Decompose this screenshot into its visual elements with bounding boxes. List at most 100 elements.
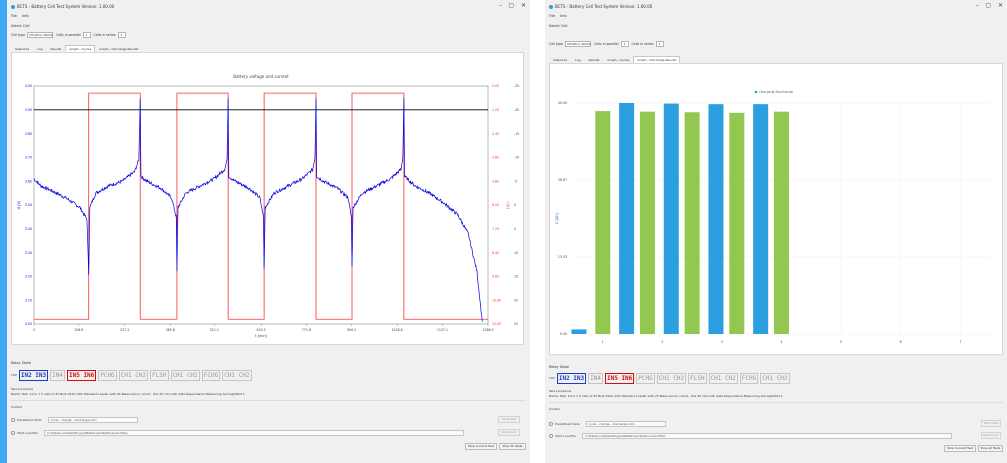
y-left-tick-label: 3.00	[25, 322, 32, 326]
y-left-tick-label: 3.70	[25, 156, 32, 160]
relay-indicator: PCHG	[636, 372, 655, 384]
title-bar: BCTS - Battery Cell Test System Version:…	[7, 0, 530, 14]
cells-parallel-label: Cells in parallel	[594, 42, 619, 46]
cells-series-stepper[interactable]: 1	[117, 32, 126, 38]
tab-bar: Setpoints Log Results Graph - Cycles Graph -…	[11, 45, 142, 52]
y-left-tick-label: 3.90	[25, 108, 32, 112]
charge-bar	[753, 104, 769, 334]
voltage-series-line	[33, 97, 483, 322]
start-cont-button[interactable]: Start Cont.	[981, 432, 1001, 439]
menu-bar: File Info	[11, 14, 33, 20]
cells-series-label: Cells in series	[93, 33, 116, 37]
start-test-button[interactable]: Start Test	[981, 420, 1001, 427]
load-file-row: Start Load file C:\Data\Local\DataEngine…	[549, 432, 953, 439]
stop-current-test-button[interactable]: Stop Current Test	[465, 443, 497, 450]
tab-graph-cycles[interactable]: Graph - Cycles	[65, 45, 96, 52]
tab-log[interactable]: Log	[575, 58, 581, 62]
tab-graph-discharge-results[interactable]: Graph - Discharge Results	[633, 56, 681, 63]
menu-file[interactable]: File	[11, 14, 17, 18]
chart-title: Battery voltage and current	[233, 74, 289, 79]
y-left-tick-label: 3.30	[25, 251, 32, 255]
tab-setpoints[interactable]: Setpoints	[553, 58, 568, 62]
y-tick-label: 26.67	[558, 178, 567, 182]
menu-info[interactable]: Info	[21, 14, 29, 18]
predefined-label: Predefined Tests	[555, 421, 580, 426]
discharge-bar	[729, 112, 745, 334]
discharge-bar	[595, 111, 611, 335]
cells-parallel-stepper[interactable]: 1	[82, 32, 91, 38]
y-axis-label: C [Ah]	[555, 212, 559, 224]
minimize-button[interactable]: –	[499, 2, 502, 9]
tab-results[interactable]: Results	[588, 58, 600, 62]
predefined-radio[interactable]	[11, 417, 15, 422]
relay-indicator: CH1 CH2	[118, 369, 149, 381]
load-file-row: Start Load file C:\Data\Local\DataEngine…	[11, 429, 465, 436]
menu-info[interactable]: Info	[559, 14, 567, 18]
legend-charge-swatch	[754, 90, 758, 94]
y-left-tick-label: 3.50	[25, 203, 32, 207]
y-far-right-tick-label: -20	[514, 108, 519, 112]
stop-all-tests-button[interactable]: Stop All Tests	[978, 445, 1003, 452]
y-right-tick-label: 9.60	[492, 275, 499, 279]
stop-current-test-button[interactable]: Stop Current Test	[944, 445, 976, 452]
window-title: BCTS - Battery Cell Test System Version:…	[555, 4, 653, 9]
stop-all-tests-button[interactable]: Stop All Tests	[499, 443, 526, 450]
relay-indicator: IN4	[50, 369, 65, 381]
app-logo-icon	[11, 5, 15, 9]
x-tick-label: 1286.3	[482, 328, 493, 332]
cell-type-select[interactable]: Ultrafine 40Ah4	[565, 41, 592, 47]
menu-file[interactable]: File	[549, 14, 555, 18]
relay-state-label: Relay State	[549, 365, 569, 369]
cycles-chart: Battery voltage and current 3.00 12.00 25 3.…	[17, 74, 519, 338]
load-file-radio[interactable]	[549, 433, 553, 438]
x-tick-label: 511.1	[210, 328, 219, 332]
window-title: BCTS - Battery Cell Test System Version:…	[17, 4, 115, 9]
predefined-test-select[interactable]: cycle - charge - discharge.lvlm	[47, 416, 138, 423]
charge-bar	[663, 103, 679, 334]
app-logo-icon	[549, 5, 553, 9]
maximize-button[interactable]: ▢	[508, 2, 514, 9]
tab-log[interactable]: Log	[37, 47, 43, 51]
tab-setpoints[interactable]: Setpoints	[15, 47, 30, 51]
legend-charge-label: Charge	[759, 90, 772, 94]
load-file-path-input[interactable]: C:\Data\Local\DataEngine\Batteries\Test\…	[44, 429, 465, 436]
close-button[interactable]: ✕	[997, 2, 1003, 9]
load-file-radio[interactable]	[11, 430, 15, 435]
relay-indicator: CH1 CH2	[170, 369, 200, 381]
start-test-button[interactable]: Start Test	[498, 416, 520, 423]
cycles-chart-panel: Battery voltage and current 3.00 12.00 25 3.…	[11, 52, 524, 345]
load-file-path-input[interactable]: C:\Data\Local\DataEngine\Batteries\Test\…	[582, 432, 953, 439]
relay-indicator: CH1 CH2	[656, 372, 687, 384]
start-cont-button[interactable]: Start Cont.	[498, 429, 520, 436]
y-left-axis-label: U [V]	[17, 200, 21, 209]
accent-strip	[0, 0, 7, 463]
y-far-right-tick-label: -10	[514, 156, 519, 160]
test-procedure-text: Name: Test: 10 in 1 5 cells of 25 Bulk 2…	[11, 392, 245, 396]
select-cell-label: Select Cell	[549, 24, 568, 28]
relay-indicator: IN2 IN3	[18, 369, 49, 381]
predefined-label: Predefined Tests	[17, 417, 42, 422]
maximize-button[interactable]: ▢	[985, 2, 991, 9]
tab-graph-cycles[interactable]: Graph - Cycles	[607, 58, 630, 62]
cells-series-stepper[interactable]: 1	[655, 41, 664, 47]
y-right-tick-label: 6.00	[492, 203, 499, 207]
predefined-radio[interactable]	[549, 421, 553, 426]
control-label: Control	[11, 405, 22, 409]
legend-discharge-swatch	[771, 90, 775, 94]
minimize-button[interactable]: –	[976, 2, 979, 9]
cell-type-label: Cell type	[549, 42, 564, 46]
tab-graph-discharge-results[interactable]: Graph - Discharge Results	[99, 47, 139, 51]
close-button[interactable]: ✕	[520, 2, 526, 9]
cell-type-select[interactable]: Ultrafine 40Ah4	[27, 32, 54, 38]
discharge-chart: Charge Discharge 0.00 13.33 26.67 40.00 C [Ah]…	[555, 90, 990, 344]
control-label: Control	[549, 407, 560, 411]
y-left-tick-label: 3.20	[25, 275, 32, 279]
y-tick-label: 40.00	[558, 101, 567, 105]
charge-bar	[619, 103, 635, 334]
predefined-test-select[interactable]: cycle - charge - discharge.lvlm	[585, 420, 666, 427]
cells-parallel-label: Cells in parallel	[56, 33, 81, 37]
cells-parallel-stepper[interactable]: 1	[620, 41, 629, 47]
y-left-tick-label: 4.00	[25, 84, 32, 88]
relay-indicator: CH1 CH2	[760, 372, 790, 384]
tab-results[interactable]: Results	[50, 47, 62, 51]
